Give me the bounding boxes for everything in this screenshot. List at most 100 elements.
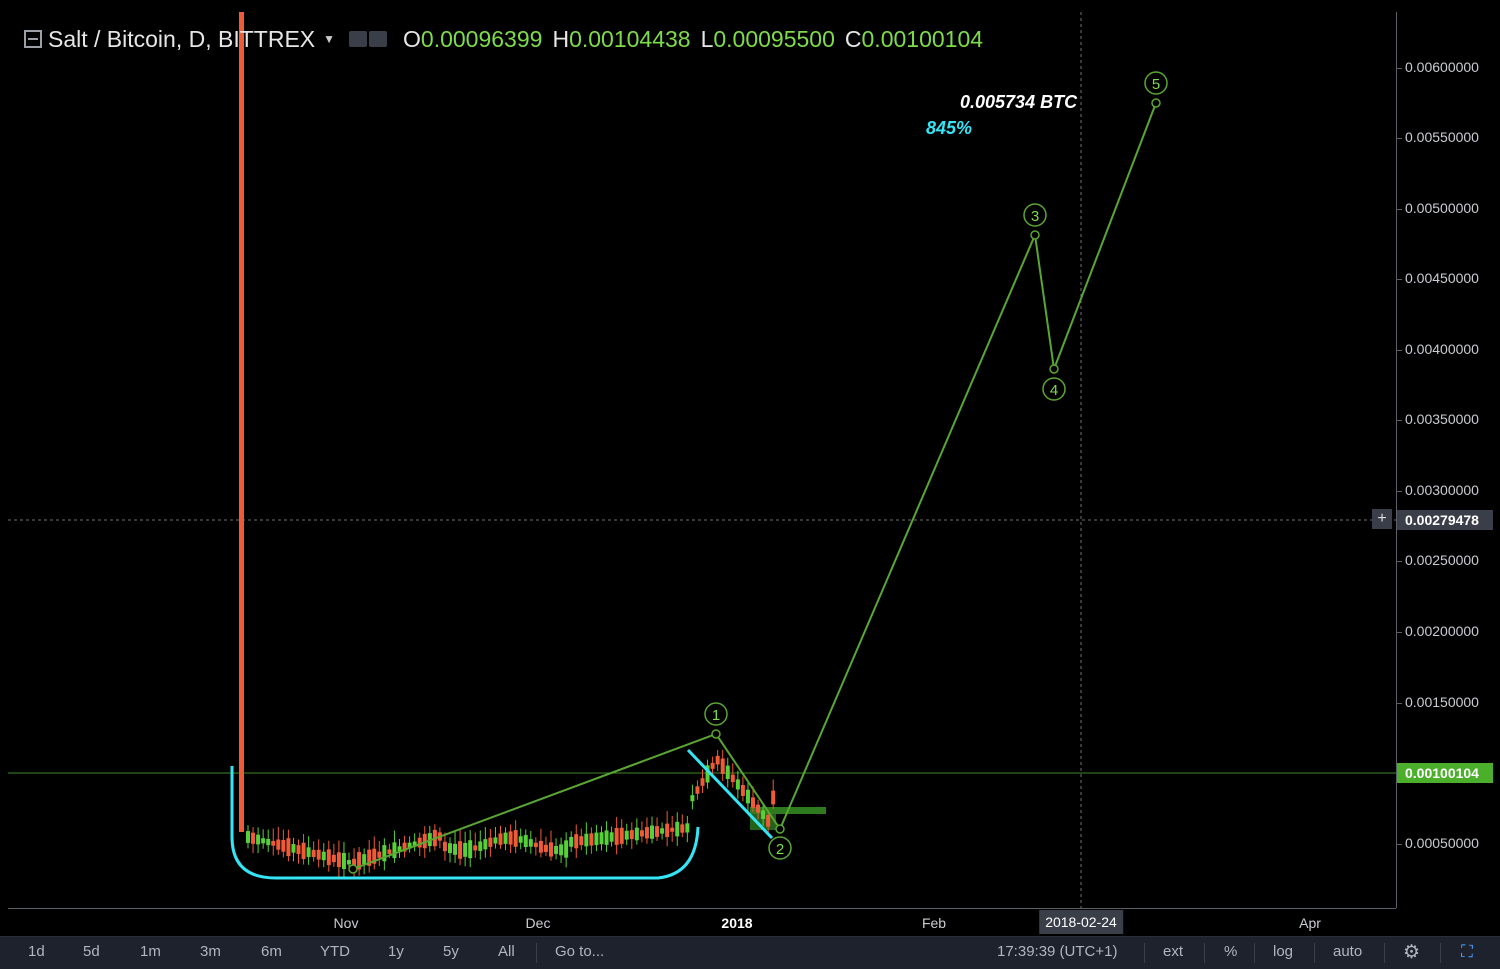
range-1y-button[interactable]: 1y xyxy=(388,943,404,960)
time-label: Apr xyxy=(1299,915,1321,931)
range-5d-button[interactable]: 5d xyxy=(83,943,100,960)
candle-body xyxy=(680,824,685,833)
candle-body xyxy=(261,838,266,844)
candle-body xyxy=(685,823,690,833)
candle-body xyxy=(498,833,503,845)
cup-pattern-curve xyxy=(230,766,700,880)
candle-body xyxy=(316,849,321,860)
candle-body xyxy=(321,851,326,861)
crosshair-date-badge: 2018-02-24 xyxy=(1039,910,1123,934)
candle-body xyxy=(448,843,452,854)
candle-body xyxy=(624,830,629,840)
candle-body xyxy=(569,836,574,847)
candle-body xyxy=(559,844,564,856)
candle-body xyxy=(357,852,362,870)
crosshair-plus-icon[interactable]: + xyxy=(1372,509,1392,529)
toolbar-divider xyxy=(536,943,537,963)
price-label: 0.00400000 xyxy=(1405,341,1479,357)
candle-body xyxy=(761,810,766,819)
range-1d-button[interactable]: 1d xyxy=(28,943,45,960)
candle-body xyxy=(730,774,735,783)
candle-body xyxy=(276,839,281,850)
candle-body xyxy=(720,758,725,774)
range-all-button[interactable]: All xyxy=(498,943,515,960)
candle-body xyxy=(301,842,306,860)
candle-body xyxy=(665,823,670,838)
range-ytd-button[interactable]: YTD xyxy=(320,943,350,960)
range-3m-button[interactable]: 3m xyxy=(200,943,221,960)
candle-body xyxy=(549,842,553,857)
price-label: 0.00500000 xyxy=(1405,200,1479,216)
chart-pane[interactable]: 1 2 3 4 5 0.005734 BTC 845% Salt / Bitco… xyxy=(8,12,1396,908)
close-value: 0.00100104 xyxy=(861,25,984,52)
candle-body xyxy=(756,804,761,813)
candle-body xyxy=(771,790,776,805)
candle-body xyxy=(690,795,695,802)
toolbar-divider xyxy=(1314,943,1315,963)
candle-body xyxy=(468,840,473,859)
low-value: 0.00095500 xyxy=(713,25,835,52)
symbol-title[interactable]: Salt / Bitcoin, D, BITTREX xyxy=(48,25,316,52)
candle-body xyxy=(675,821,680,837)
gear-icon[interactable]: ⚙ xyxy=(1403,942,1421,963)
time-label: Feb xyxy=(921,915,947,931)
toolbar-divider xyxy=(1144,943,1145,963)
candle-body xyxy=(407,842,412,849)
collapse-icon[interactable] xyxy=(24,30,42,48)
chart-legend: Salt / Bitcoin, D, BITTREX ▼ O 0.00096399… xyxy=(16,24,983,54)
candle-body xyxy=(614,827,619,845)
wave-point-2 xyxy=(775,824,785,834)
fullscreen-icon[interactable]: ⛶ xyxy=(1461,942,1473,961)
price-label: 0.00300000 xyxy=(1405,482,1479,498)
candle-body xyxy=(417,837,422,848)
gear-icon[interactable] xyxy=(369,31,388,47)
price-label: 0.00250000 xyxy=(1405,552,1479,568)
candle-body xyxy=(634,827,639,841)
candle-body xyxy=(377,851,382,858)
candle-body xyxy=(458,841,463,859)
candle-body xyxy=(644,827,649,839)
candle-body xyxy=(513,830,518,847)
eye-icon[interactable] xyxy=(349,31,368,47)
high-label: H xyxy=(552,25,570,52)
percent-scale-button[interactable]: % xyxy=(1224,943,1238,960)
toolbar-divider xyxy=(1384,943,1385,963)
chart-canvas[interactable]: 1 2 3 4 5 0.005734 BTC 845% xyxy=(8,12,1396,908)
ext-button[interactable]: ext xyxy=(1163,943,1184,960)
svg-text:2: 2 xyxy=(776,841,784,858)
range-6m-button[interactable]: 6m xyxy=(261,943,282,960)
candle-body xyxy=(266,838,271,846)
candle-body xyxy=(639,830,644,837)
candle-body xyxy=(518,836,523,843)
candle-body xyxy=(367,849,372,866)
candle-body xyxy=(352,858,357,869)
candle-body xyxy=(453,843,458,855)
candle-body xyxy=(488,837,493,847)
wave-point-1 xyxy=(711,729,721,739)
log-scale-button[interactable]: log xyxy=(1273,943,1294,960)
bottom-toolbar: 1d 5d 1m 3m 6m YTD 1y 5y All Go to... 17… xyxy=(0,936,1500,969)
price-label: 0.00200000 xyxy=(1405,623,1479,639)
chevron-down-icon[interactable]: ▼ xyxy=(323,32,336,46)
wave-label-4: 4 xyxy=(1042,377,1066,401)
wave-point-start xyxy=(348,864,358,874)
auto-scale-button[interactable]: auto xyxy=(1333,943,1363,960)
candle-body xyxy=(463,842,468,857)
candle-body xyxy=(609,832,614,842)
open-value: 0.00096399 xyxy=(420,25,543,52)
goto-button[interactable]: Go to... xyxy=(555,943,605,960)
time-axis[interactable]: Nov Dec 2018 Feb Apr 2018-02-24 xyxy=(8,908,1396,937)
wave-label-3: 3 xyxy=(1023,203,1047,227)
svg-text:5: 5 xyxy=(1152,76,1160,93)
high-value: 0.00104438 xyxy=(569,25,691,52)
wave-point-4 xyxy=(1049,364,1059,374)
candle-body xyxy=(326,849,331,866)
time-label: Nov xyxy=(333,915,359,931)
candle-body xyxy=(362,854,367,865)
price-axis[interactable]: 0.00600000 0.00550000 0.00500000 0.00450… xyxy=(1396,12,1500,908)
candle-body xyxy=(533,842,538,848)
range-5y-button[interactable]: 5y xyxy=(443,943,459,960)
range-1m-button[interactable]: 1m xyxy=(140,943,161,960)
candle-body xyxy=(493,837,498,844)
wave-label-2: 2 xyxy=(768,836,792,860)
